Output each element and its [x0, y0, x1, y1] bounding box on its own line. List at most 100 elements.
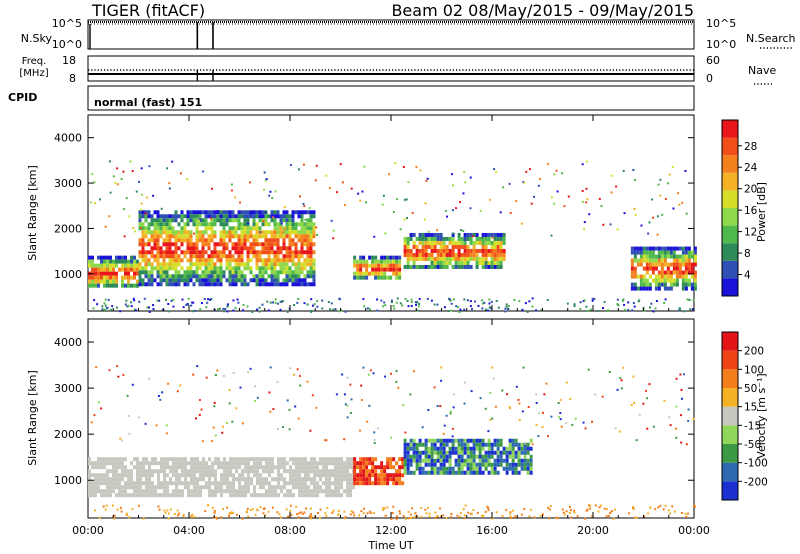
velocity-scatter [487, 507, 490, 510]
power-cell [693, 278, 697, 283]
power-scatter [164, 298, 167, 301]
velocity-cell [199, 461, 202, 466]
power-cell [153, 258, 157, 263]
velocity-cell [316, 481, 319, 486]
power-cell [672, 262, 676, 267]
power-cell [415, 264, 419, 269]
velocity-cell [295, 477, 298, 482]
power-cell [669, 270, 673, 275]
velocity-cell [307, 465, 310, 470]
power-scatter [302, 163, 305, 166]
power-cell [264, 218, 268, 223]
velocity-scatter [125, 513, 128, 516]
velocity-cell [271, 461, 274, 466]
power-scatter [202, 170, 205, 173]
power-cell [100, 255, 103, 260]
power-cell [442, 248, 446, 253]
power-scatter [279, 300, 282, 303]
velocity-cell [362, 469, 366, 474]
power-cell [451, 248, 455, 253]
velocity-cell [433, 446, 437, 451]
velocity-cell [310, 465, 313, 470]
power-cell [115, 255, 118, 260]
power-cell [183, 250, 187, 255]
velocity-scatter [512, 509, 515, 512]
y-tick-label: 2000 [54, 222, 82, 235]
velocity-cell [94, 493, 97, 498]
power-cell [460, 260, 464, 265]
velocity-scatter [565, 422, 568, 425]
velocity-scatter [144, 422, 147, 425]
power-cell [439, 248, 443, 253]
power-cell [195, 234, 199, 239]
velocity-cell [109, 489, 112, 494]
velocity-cell [380, 465, 384, 470]
power-scatter [539, 177, 542, 180]
velocity-cell [223, 481, 226, 486]
power-cell [186, 218, 190, 223]
power-scatter [444, 209, 447, 212]
velocity-scatter [211, 506, 214, 509]
velocity-scatter [213, 401, 216, 404]
power-cell [261, 270, 265, 275]
velocity-cell [442, 450, 446, 455]
velocity-scatter [452, 427, 455, 430]
velocity-cell [148, 493, 151, 498]
power-cell [282, 238, 286, 243]
power-cell [454, 244, 458, 249]
velocity-cell [202, 485, 205, 490]
velocity-scatter [669, 424, 672, 427]
colorbar-tick-label: 200 [744, 346, 764, 358]
velocity-cell [331, 489, 334, 494]
power-scatter [392, 210, 395, 213]
velocity-scatter [239, 386, 242, 389]
power-cell [150, 214, 154, 219]
velocity-scatter [463, 381, 466, 384]
velocity-cell [226, 485, 229, 490]
velocity-scatter [210, 440, 213, 443]
velocity-scatter [492, 377, 495, 380]
power-scatter [98, 198, 101, 201]
power-cell [309, 210, 313, 215]
power-cell [219, 270, 223, 275]
power-scatter [394, 161, 397, 164]
velocity-cell [377, 477, 381, 482]
power-cell [365, 267, 369, 272]
velocity-cell [298, 493, 301, 498]
power-cell [496, 256, 500, 261]
power-cell [374, 263, 378, 268]
power-cell [356, 271, 360, 276]
velocity-cell [208, 493, 211, 498]
power-cell [127, 283, 130, 288]
velocity-cell [383, 465, 387, 470]
power-cell [210, 222, 214, 227]
power-scatter [583, 221, 586, 224]
velocity-cell [151, 493, 154, 498]
velocity-cell [100, 461, 103, 466]
power-cell [469, 252, 473, 257]
power-cell [633, 282, 637, 287]
velocity-scatter [674, 427, 677, 430]
velocity-cell [499, 462, 503, 467]
velocity-cell [202, 465, 205, 470]
velocity-cell [511, 466, 515, 471]
colorbar-frame [721, 331, 739, 501]
power-cell [147, 242, 151, 247]
power-cell [231, 254, 235, 259]
power-cell [297, 262, 301, 267]
power-cell [306, 210, 310, 215]
power-cell [231, 258, 235, 263]
velocity-cell [481, 458, 485, 463]
velocity-scatter [191, 515, 194, 518]
velocity-cell [319, 469, 322, 474]
power-cell [306, 258, 310, 263]
power-cell [678, 274, 682, 279]
power-cell [300, 230, 304, 235]
power-cell [380, 255, 384, 260]
velocity-cell [463, 442, 467, 447]
velocity-scatter [528, 515, 531, 518]
velocity-cell [283, 477, 286, 482]
velocity-cell [380, 477, 384, 482]
power-scatter [484, 308, 487, 311]
